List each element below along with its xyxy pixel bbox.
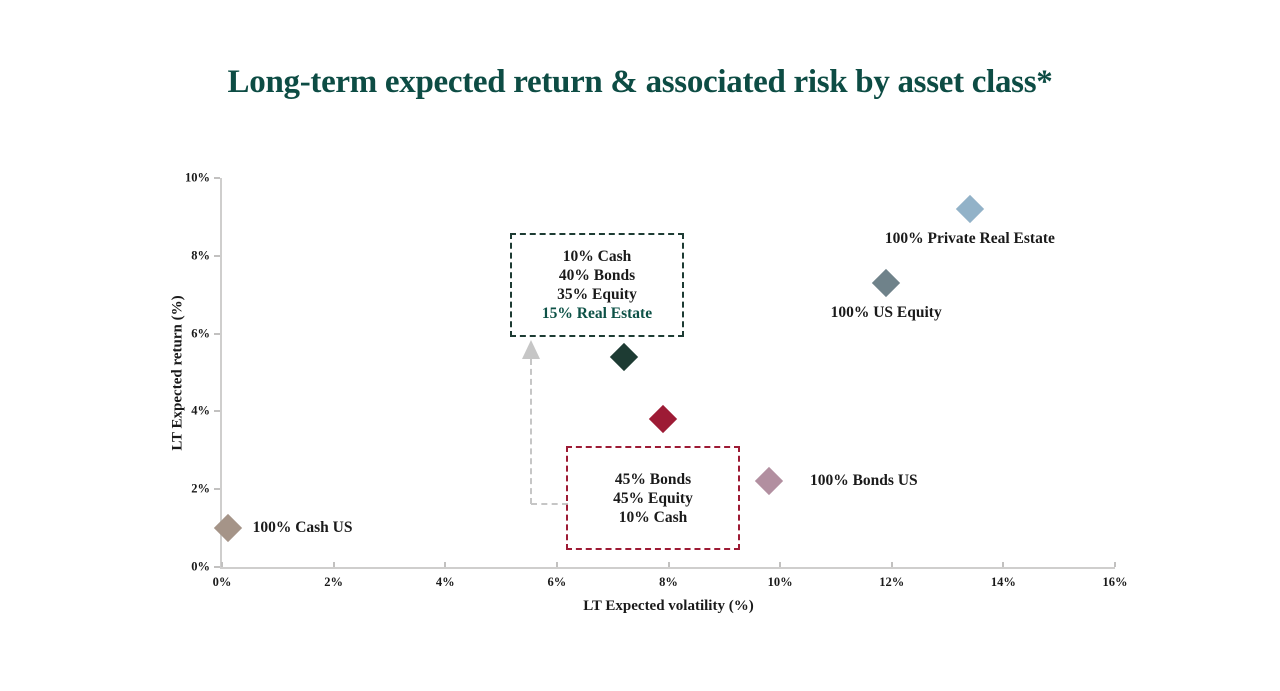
y-tick-label: 10% xyxy=(185,170,210,185)
y-tick-label: 4% xyxy=(191,403,210,418)
x-tick-mark xyxy=(444,562,447,567)
y-tick-mark xyxy=(214,177,220,179)
x-tick-label: 10% xyxy=(767,575,793,589)
y-tick-mark xyxy=(214,332,220,335)
scatter-plot: 0% 2% 4% 6% 8% 10% 12% 14% 16% 0% 2% 4% 6% 8% 10% LT … xyxy=(170,171,1128,615)
y-tick-label: 2% xyxy=(191,481,210,496)
marker-private-real-estate xyxy=(955,194,985,224)
marker-portfolio-traditional xyxy=(648,405,678,434)
x-axis-title: LT Expected volatility (%) xyxy=(583,598,754,614)
x-tick-label: 2% xyxy=(324,575,343,589)
y-tick-mark xyxy=(214,254,220,257)
y-axis-line xyxy=(220,178,222,567)
arrow-line-horizontal xyxy=(531,503,568,505)
annotation-text-line: 45% Bonds xyxy=(614,470,692,488)
label-us-equity: 100% US Equity xyxy=(830,304,942,322)
x-axis-line xyxy=(220,567,1115,569)
label-bonds-us: 100% Bonds US xyxy=(809,472,918,490)
x-tick-mark xyxy=(1002,562,1005,567)
y-tick-mark xyxy=(214,566,220,568)
marker-portfolio-with-real-estate xyxy=(609,342,638,372)
annotation-text-line: 15% Real Estate xyxy=(541,305,653,322)
real-estate-portfolio-box: 10% Cash 40% Bonds 35% Equity 15% Real Esta… xyxy=(510,233,684,337)
x-tick-mark xyxy=(332,562,335,567)
annotation-text-line: 45% Equity xyxy=(613,489,693,507)
annotation-text-line: 40% Bonds xyxy=(558,267,636,284)
y-tick-label: 6% xyxy=(191,326,210,341)
x-tick-label: 4% xyxy=(435,575,455,589)
annotation-text-line: 35% Equity xyxy=(557,286,637,303)
marker-cash-us xyxy=(213,513,242,543)
arrow-up-head xyxy=(522,340,540,359)
x-tick-mark xyxy=(667,562,670,567)
x-tick-mark xyxy=(221,562,223,567)
marker-bonds-us xyxy=(754,467,784,496)
y-tick-mark xyxy=(214,410,220,413)
y-tick-label: 8% xyxy=(191,248,210,263)
chart-title: Long-term expected return & associated r… xyxy=(227,64,1053,100)
label-cash-us: 100% Cash US xyxy=(252,519,353,537)
label-private-real-estate: 100% Private Real Estate xyxy=(884,230,1055,248)
x-tick-mark xyxy=(890,562,893,567)
arrow-line-vertical xyxy=(530,359,532,504)
x-tick-label: 12% xyxy=(879,575,905,589)
y-tick-mark xyxy=(214,488,220,491)
x-tick-mark xyxy=(779,562,782,567)
x-tick-label: 8% xyxy=(659,575,678,589)
x-tick-mark xyxy=(1114,562,1116,567)
annotation-text-line: 10% Cash xyxy=(618,508,688,526)
annotation-text-line: 10% Cash xyxy=(562,248,632,265)
x-tick-label: 16% xyxy=(1102,575,1128,589)
marker-us-equity xyxy=(872,268,901,298)
x-tick-label: 14% xyxy=(990,575,1016,589)
y-axis-title: LT Expected return (%) xyxy=(169,294,186,451)
x-tick-mark xyxy=(555,562,558,567)
x-tick-label: 0% xyxy=(212,575,232,589)
y-tick-label: 0% xyxy=(191,559,210,574)
x-tick-label: 6% xyxy=(547,575,567,589)
traditional-portfolio-box: 45% Bonds 45% Equity 10% Cash xyxy=(566,446,740,550)
